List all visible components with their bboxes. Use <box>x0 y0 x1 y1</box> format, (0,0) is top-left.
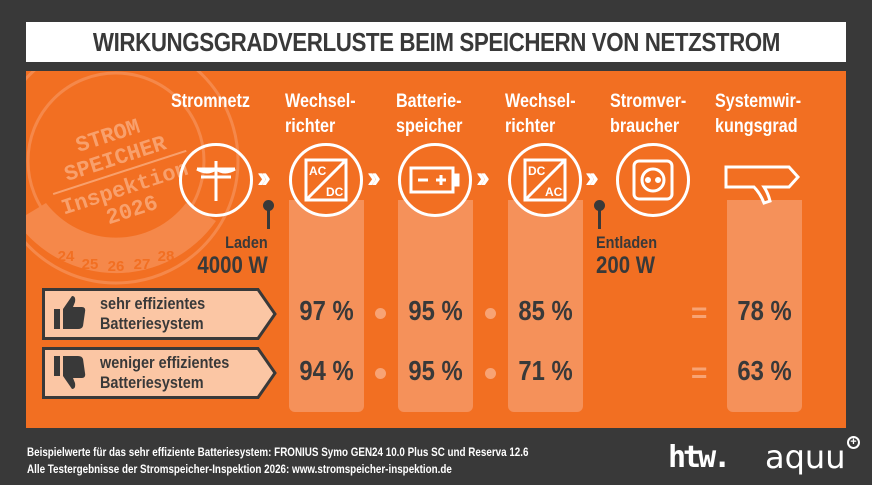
svg-text:DC: DC <box>528 164 546 178</box>
value-cell: 94 % <box>299 355 354 386</box>
discharge-info: Entladen 200 W <box>596 233 658 279</box>
ac-dc-converter-icon: AC DC <box>289 143 363 217</box>
infographic-panel: STROM SPEICHER Inspektion 2026 24 25 26 … <box>26 71 846 428</box>
column-bar <box>727 200 802 412</box>
plus-icon: + <box>847 436 860 449</box>
footer-line-2: Alle Testergebnisse der Stromspeicher-In… <box>27 462 452 476</box>
aquu-logo: aquu <box>765 438 846 476</box>
seal-year: 24 <box>58 248 75 265</box>
thumbs-up-icon <box>54 296 86 329</box>
heading-stromverbraucher: Stromver-braucher <box>610 91 687 137</box>
charge-pin-icon <box>263 200 274 229</box>
multiply-dot <box>375 308 386 319</box>
value-cell: 95 % <box>408 355 463 386</box>
double-chevron-icon: ›› <box>257 161 271 194</box>
multiply-dot <box>375 368 386 379</box>
footer-notes: Beispielwerte für das sehr effiziente Ba… <box>27 444 528 478</box>
seal-year: 25 <box>82 256 99 273</box>
equals-sign: = <box>691 357 708 388</box>
result-cell: 78 % <box>737 295 792 326</box>
title: WIRKUNGSGRADVERLUSTE BEIM SPEICHERN VON … <box>92 26 780 57</box>
power-socket-icon <box>616 143 690 217</box>
svg-text:AC: AC <box>545 185 563 199</box>
multiply-dot <box>485 368 496 379</box>
power-pole-icon <box>179 143 253 217</box>
heading-wechselrichter-1: Wechsel-richter <box>285 91 356 137</box>
column-bar <box>398 200 473 412</box>
column-bar <box>508 200 583 412</box>
svg-text:DC: DC <box>326 185 344 199</box>
heading-stromnetz: Stromnetz <box>171 91 250 112</box>
column-bar <box>289 200 364 412</box>
title-box: WIRKUNGSGRADVERLUSTE BEIM SPEICHERN VON … <box>26 22 846 62</box>
value-cell: 85 % <box>518 295 573 326</box>
thumbs-down-icon <box>54 356 86 389</box>
heading-wechselrichter-2: Wechsel-richter <box>505 91 576 137</box>
htw-logo: htw. <box>668 440 731 475</box>
seal-year: 26 <box>108 258 125 275</box>
value-cell: 95 % <box>408 295 463 326</box>
result-cell: 63 % <box>737 355 792 386</box>
value-cell: 71 % <box>518 355 573 386</box>
dc-ac-converter-icon: DC AC <box>508 143 582 217</box>
heading-systemwirkungsgrad: Systemwir-kungsgrad <box>715 91 802 137</box>
pointer-sign-icon <box>724 165 801 205</box>
double-chevron-icon: ›› <box>585 161 599 194</box>
row-label-less-efficient: weniger effizientes Batteriesystem <box>42 347 277 399</box>
battery-icon <box>398 143 472 217</box>
row-label-efficient: sehr effizientes Batteriesystem <box>42 288 277 340</box>
double-chevron-icon: ›› <box>476 161 490 194</box>
footer-line-1: Beispielwerte für das sehr effiziente Ba… <box>27 445 529 459</box>
equals-sign: = <box>691 297 708 328</box>
inspection-seal-watermark: STROM SPEICHER Inspektion 2026 24 25 26 … <box>26 71 240 285</box>
svg-text:AC: AC <box>309 164 327 178</box>
heading-batteriespeicher: Batterie-speicher <box>396 91 463 137</box>
double-chevron-icon: ›› <box>367 161 381 194</box>
multiply-dot <box>485 308 496 319</box>
seal-year: 28 <box>158 248 175 265</box>
value-cell: 97 % <box>299 295 354 326</box>
discharge-pin-icon <box>594 200 605 229</box>
seal-year: 27 <box>134 256 151 273</box>
charge-info: Laden 4000 W <box>197 233 268 279</box>
